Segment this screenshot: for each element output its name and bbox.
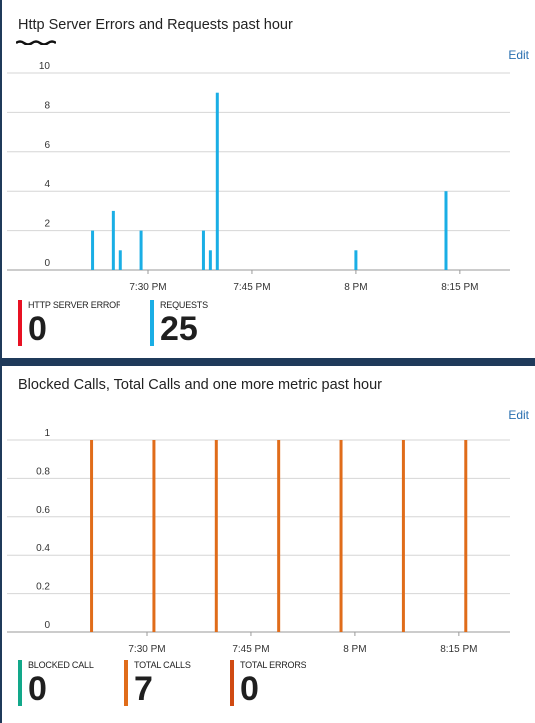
x-tick-label: 7:45 PM xyxy=(232,644,269,655)
y-tick-label: 10 xyxy=(39,61,51,72)
legend-name: TOTAL ERRORS xyxy=(240,660,306,670)
chart-bar xyxy=(91,230,95,270)
y-tick-label: 0.4 xyxy=(36,543,50,554)
x-tick-label: 8 PM xyxy=(343,644,366,655)
y-tick-label: 0.6 xyxy=(36,505,50,516)
panel-title: Blocked Calls, Total Calls and one more … xyxy=(18,377,383,393)
y-tick-label: 0.2 xyxy=(36,582,50,593)
legend-name: REQUESTS xyxy=(160,300,208,310)
chart-bar xyxy=(208,250,212,270)
requests-chart: 10 8 6 4 2 0 7:30 PM 7:45 PM 8 PM 8:15 PM xyxy=(7,61,510,293)
legend-value: 0 xyxy=(28,310,47,348)
chart-bar xyxy=(354,250,358,270)
legend-requests[interactable]: REQUESTS 25 xyxy=(150,300,220,348)
chart-legend: BLOCKED CALLS 0 TOTAL CALLS 7 TOTAL ERRO… xyxy=(18,660,336,708)
legend-total-errors[interactable]: TOTAL ERRORS 0 xyxy=(230,660,306,708)
legend-value: 0 xyxy=(240,670,259,708)
legend-color-bar xyxy=(18,300,22,346)
x-tick-label: 8:15 PM xyxy=(440,644,477,655)
chart-bar xyxy=(111,210,115,270)
y-tick-label: 6 xyxy=(44,140,50,151)
panel-divider xyxy=(0,358,535,366)
y-tick-label: 4 xyxy=(44,179,50,190)
chart-bar xyxy=(152,440,156,632)
x-tick-label: 7:30 PM xyxy=(129,282,166,293)
legend-color-bar xyxy=(230,660,234,706)
legend-http-server-errors[interactable]: HTTP SERVER ERRORS 0 xyxy=(18,300,120,348)
legend-color-bar xyxy=(124,660,128,706)
legend-color-bar xyxy=(18,660,22,706)
legend-name: BLOCKED CALLS xyxy=(28,660,94,670)
chart-bar xyxy=(215,92,219,270)
legend-value: 7 xyxy=(134,670,153,708)
calls-chart: 1 0.8 0.6 0.4 0.2 0 7:30 PM 7:45 PM 8 PM 8:15 PM xyxy=(7,428,510,655)
y-tick-label: 2 xyxy=(44,219,50,230)
legend-color-bar xyxy=(150,300,154,346)
chart-legend: HTTP SERVER ERRORS 0 REQUESTS 25 xyxy=(18,300,250,348)
chart-bar xyxy=(201,230,205,270)
y-tick-label: 1 xyxy=(44,428,50,439)
legend-total-calls[interactable]: TOTAL CALLS 7 xyxy=(124,660,200,708)
http-errors-requests-panel: Http Server Errors and Requests past hou… xyxy=(0,0,535,358)
x-tick-label: 7:30 PM xyxy=(128,644,165,655)
panel-title: Http Server Errors and Requests past hou… xyxy=(18,17,293,33)
x-tick-label: 8 PM xyxy=(344,282,367,293)
blocked-calls-panel: Blocked Calls, Total Calls and one more … xyxy=(0,366,535,723)
y-tick-label: 0 xyxy=(44,620,50,631)
chart-bar xyxy=(277,440,281,632)
chart-bar xyxy=(464,440,468,632)
chart-bar xyxy=(401,440,405,632)
chart-bar xyxy=(139,230,143,270)
legend-name: TOTAL CALLS xyxy=(134,660,191,670)
edit-link[interactable]: Edit xyxy=(508,408,529,422)
y-tick-label: 0 xyxy=(44,258,50,269)
chart-bar xyxy=(339,440,343,632)
legend-name: HTTP SERVER ERRORS xyxy=(28,300,120,310)
chart-bar xyxy=(90,440,94,632)
y-tick-label: 8 xyxy=(44,100,50,111)
redacted-subtitle xyxy=(16,40,56,45)
legend-value: 0 xyxy=(28,670,47,708)
legend-blocked-calls[interactable]: BLOCKED CALLS 0 xyxy=(18,660,94,708)
chart-bar xyxy=(444,191,448,270)
x-tick-label: 8:15 PM xyxy=(441,282,478,293)
y-tick-label: 0.8 xyxy=(36,466,50,477)
chart-bar xyxy=(118,250,122,270)
legend-value: 25 xyxy=(160,310,198,348)
x-tick-label: 7:45 PM xyxy=(233,282,270,293)
edit-link[interactable]: Edit xyxy=(508,48,529,62)
chart-bar xyxy=(214,440,218,632)
